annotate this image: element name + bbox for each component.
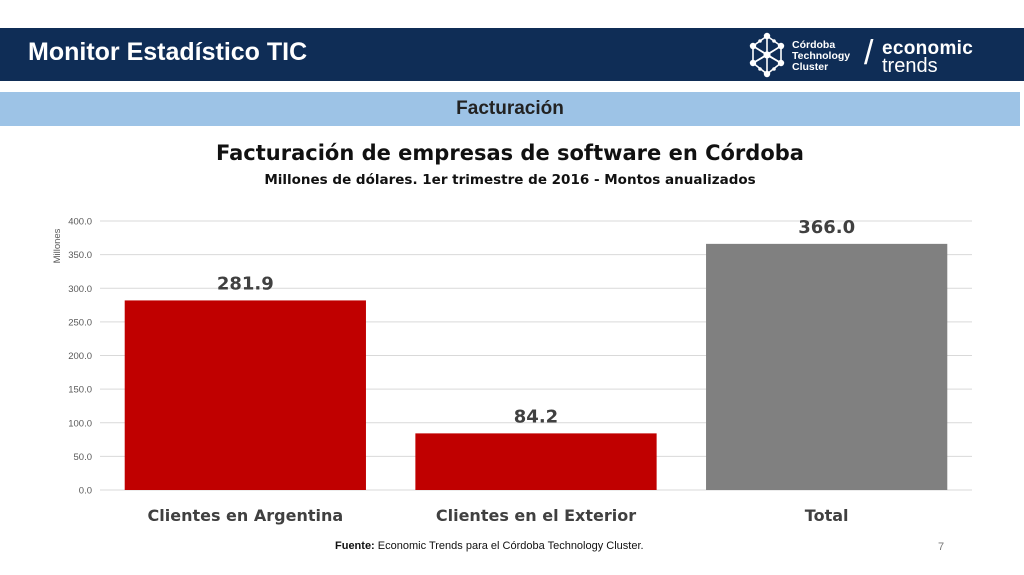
header-bar: Monitor Estadístico TIC Córdoba Technolo… [0,28,1024,81]
y-tick-label: 200.0 [68,351,92,362]
y-axis-label: Millones [52,228,63,263]
chart-title: Facturación de empresas de software en C… [216,141,804,165]
y-tick-label: 350.0 [68,250,92,261]
y-tick-label: 400.0 [68,217,92,228]
section-title: Facturación [456,98,564,119]
x-tick-label: Clientes en Argentina [148,506,344,525]
y-tick-label: 100.0 [68,418,92,429]
cluster-logo-line: Technology [792,50,851,62]
page-number: 7 [938,541,945,553]
y-tick-label: 0.0 [79,486,92,497]
x-tick-label: Total [805,506,849,525]
source-label: Fuente: [335,540,375,552]
y-tick-label: 250.0 [68,317,92,328]
data-label: 84.2 [514,406,558,427]
y-tick-label: 150.0 [68,385,92,396]
brand-word-trends: trends [882,55,938,77]
data-label: 366.0 [798,217,855,238]
brand-word-economic: economic [882,38,974,59]
y-tick-label: 50.0 [74,452,93,463]
source-text: Economic Trends para el Córdoba Technolo… [377,540,644,552]
cluster-logo-text: Córdoba Technology Cluster [792,40,850,73]
data-label: 281.9 [217,273,274,294]
section-band: Facturación [0,92,1020,126]
page-title: Monitor Estadístico TIC [28,38,308,66]
bar [706,243,948,490]
y-tick-label: 300.0 [68,284,92,295]
top-margin [0,0,1024,28]
source-note: Fuente: Economic Trends para el Córdoba … [335,540,644,552]
chart-subtitle: Millones de dólares. 1er trimestre de 20… [264,172,756,188]
cluster-network-icon [749,32,785,78]
logo-slash-icon: / [864,34,874,72]
bar [415,433,657,490]
bar [124,300,366,490]
x-tick-label: Clientes en el Exterior [436,506,636,525]
cluster-logo-line: Cluster [792,61,829,73]
cluster-logo-line: Córdoba [792,39,836,51]
